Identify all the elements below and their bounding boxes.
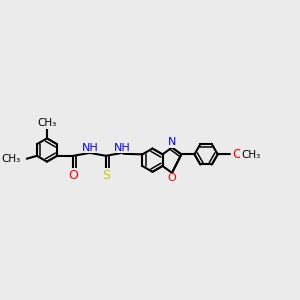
Text: O: O: [232, 148, 242, 161]
Text: CH₃: CH₃: [38, 118, 57, 128]
Text: CH₃: CH₃: [241, 150, 260, 160]
Text: NH: NH: [82, 143, 98, 153]
Text: S: S: [102, 169, 110, 182]
Text: N: N: [168, 137, 176, 147]
Text: O: O: [68, 169, 78, 182]
Text: CH₃: CH₃: [2, 154, 21, 164]
Text: O: O: [168, 173, 176, 183]
Text: NH: NH: [114, 143, 130, 153]
